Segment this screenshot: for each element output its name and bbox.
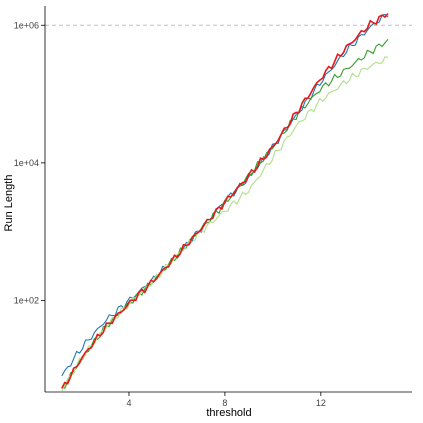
y-tick-label: 1e+04 (14, 158, 39, 168)
y-tick-label: 1e+06 (14, 20, 39, 30)
x-axis-title: threshold (206, 407, 251, 419)
series-line-4 (61, 13, 389, 389)
series-layer (45, 13, 412, 392)
series-line-3 (61, 56, 389, 392)
y-axis-title: Run Length (3, 175, 15, 232)
series-line-2 (61, 38, 389, 390)
x-tick-label: 12 (316, 398, 326, 408)
x-tick-label: 4 (126, 398, 131, 408)
x-tick-label: 8 (222, 398, 227, 408)
y-tick-label: 1e+02 (14, 295, 39, 305)
axis-layer: 4 8 12 1e+02 1e+04 1e+06 (14, 6, 412, 408)
